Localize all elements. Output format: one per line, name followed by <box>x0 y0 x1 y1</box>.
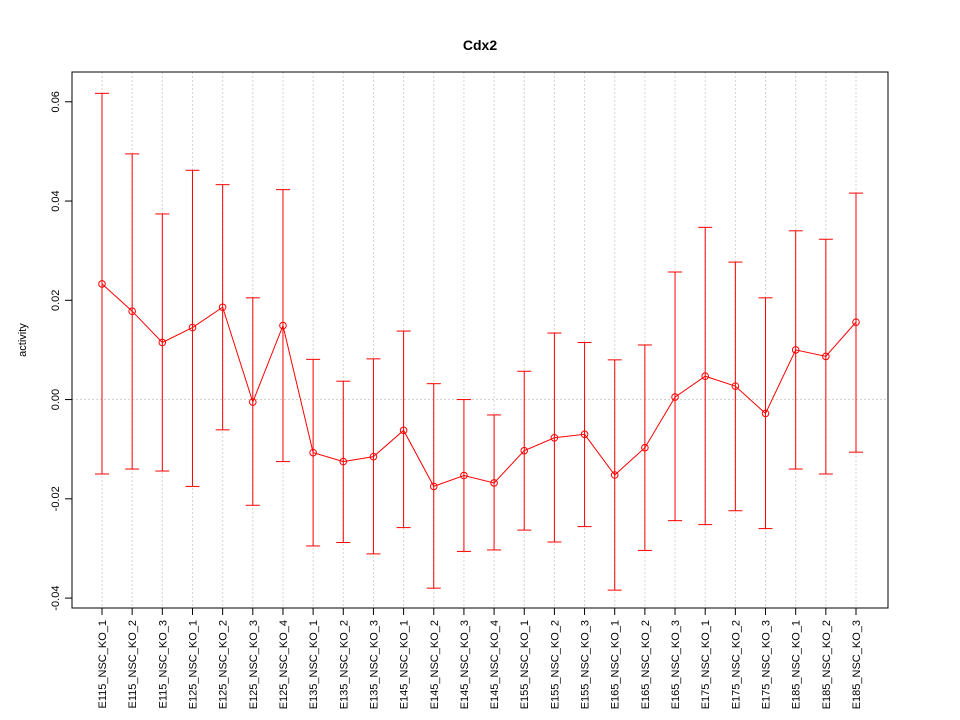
data-point <box>852 318 860 326</box>
x-tick-label: E145_NSC_KO_2 <box>429 620 441 709</box>
x-tick-label: E165_NSC_KO_3 <box>670 620 682 709</box>
x-tick-label: E165_NSC_KO_2 <box>640 620 652 709</box>
x-tick-label: E175_NSC_KO_3 <box>761 620 773 709</box>
y-tick-label: 0.04 <box>50 190 62 211</box>
x-tick-label: E115_NSC_KO_2 <box>127 620 139 708</box>
x-tick-label: E175_NSC_KO_1 <box>700 620 712 709</box>
data-point <box>490 479 498 487</box>
data-point <box>822 352 830 361</box>
y-tick-label: 0.02 <box>50 290 62 311</box>
x-tick-label: E175_NSC_KO_2 <box>730 620 742 709</box>
y-tick-label: 0.06 <box>50 91 62 112</box>
y-tick-label: -0.04 <box>50 586 62 611</box>
x-tick-label: E145_NSC_KO_1 <box>399 620 411 709</box>
x-tick-label: E155_NSC_KO_1 <box>519 620 531 709</box>
plot-frame <box>71 71 889 609</box>
data-points <box>98 280 860 491</box>
data-point <box>731 382 740 390</box>
data-point <box>610 471 619 479</box>
data-point <box>218 303 227 312</box>
x-tick-label: E125_NSC_KO_4 <box>278 620 290 709</box>
data-point <box>369 452 378 461</box>
x-tick-label: E185_NSC_KO_3 <box>851 620 863 709</box>
x-tick-label: E155_NSC_KO_3 <box>580 620 592 709</box>
data-point <box>339 457 348 466</box>
data-point <box>761 409 770 418</box>
x-tick-label: E125_NSC_KO_3 <box>248 620 260 709</box>
series-line <box>101 283 857 488</box>
x-tick-label: E145_NSC_KO_3 <box>459 620 471 709</box>
x-tick-label: E115_NSC_KO_1 <box>97 620 109 708</box>
data-point <box>460 471 468 480</box>
data-point <box>158 338 167 347</box>
data-point <box>279 321 287 330</box>
x-tick-label: E185_NSC_KO_2 <box>821 620 833 709</box>
data-point <box>791 346 800 354</box>
error-bars <box>95 92 863 591</box>
data-point <box>701 372 710 381</box>
data-point <box>128 307 136 316</box>
x-tick-label: E185_NSC_KO_1 <box>791 620 803 709</box>
data-point <box>520 446 529 455</box>
y-tick-label: -0.02 <box>50 486 62 511</box>
x-tick-label: E165_NSC_KO_1 <box>610 620 622 709</box>
x-tick-label: E125_NSC_KO_2 <box>218 620 230 709</box>
data-point <box>98 280 106 288</box>
x-axis: E115_NSC_KO_1 E115_NSC_KO_2 E115_NSC_KO_3 E… <box>97 608 863 709</box>
x-tick-label: E115_NSC_KO_3 <box>157 620 169 708</box>
x-tick-label: E145_NSC_KO_4 <box>489 620 501 709</box>
x-tick-label: E135_NSC_KO_1 <box>308 620 320 709</box>
data-point <box>580 430 589 439</box>
x-tick-label: E125_NSC_KO_1 <box>187 620 199 709</box>
data-point <box>249 398 257 406</box>
data-point <box>641 443 649 452</box>
data-point <box>671 393 679 401</box>
x-tick-label: E135_NSC_KO_2 <box>338 620 350 709</box>
data-point <box>399 426 408 435</box>
data-point <box>550 433 559 442</box>
y-axis-title: activity <box>17 323 29 357</box>
data-point <box>429 482 438 491</box>
x-tick-label: E155_NSC_KO_2 <box>549 620 561 709</box>
chart-title: Cdx2 <box>463 37 497 53</box>
y-axis: -0.04 -0.02 0.00 0.02 0.04 0.06 <box>50 91 72 611</box>
y-tick-label: 0.00 <box>50 389 62 410</box>
data-point <box>188 323 197 332</box>
x-tick-label: E135_NSC_KO_3 <box>368 620 380 709</box>
data-point <box>309 448 317 457</box>
